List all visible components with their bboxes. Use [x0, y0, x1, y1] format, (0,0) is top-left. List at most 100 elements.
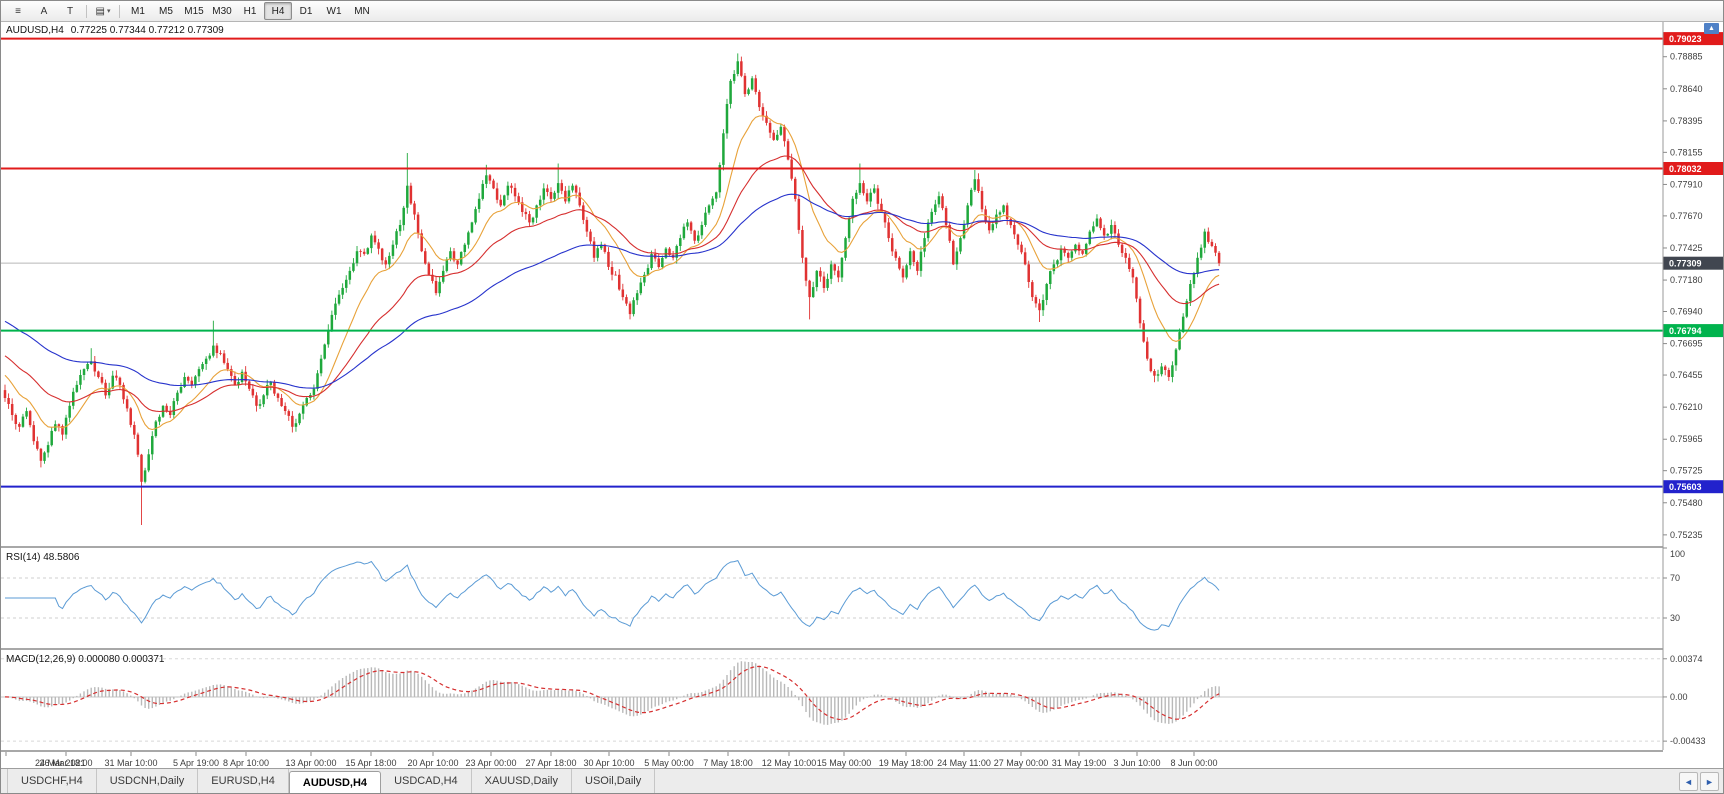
objects-dropdown-button[interactable]: ▤ ▾	[90, 2, 116, 20]
svg-text:3 Jun 10:00: 3 Jun 10:00	[1113, 758, 1160, 768]
chart-tab-eurusd[interactable]: EURUSD,H4	[198, 769, 289, 793]
chart-canvas[interactable]: 0.78885 0.78640 0.78395 0.78155 0.77910 0.776…	[1, 22, 1723, 768]
price-tag: 0.77309	[1663, 256, 1723, 270]
svg-text:0.78640: 0.78640	[1670, 84, 1703, 94]
svg-text:27 May 00:00: 27 May 00:00	[994, 758, 1049, 768]
svg-text:0.76210: 0.76210	[1670, 402, 1703, 412]
svg-text:0.78395: 0.78395	[1670, 116, 1703, 126]
svg-text:26 Mar 18:00: 26 Mar 18:00	[39, 758, 92, 768]
svg-text:20 Apr 10:00: 20 Apr 10:00	[407, 758, 458, 768]
svg-text:0.79023: 0.79023	[1669, 34, 1702, 44]
chevron-down-icon: ▾	[106, 8, 111, 15]
svg-text:0.77180: 0.77180	[1670, 275, 1703, 285]
svg-text:0.77425: 0.77425	[1670, 243, 1703, 253]
timeframe-button-d1[interactable]: D1	[299, 5, 313, 17]
svg-text:0.75965: 0.75965	[1670, 434, 1703, 444]
timeframe-button-m1[interactable]: M1	[131, 5, 145, 17]
svg-text:5 May 00:00: 5 May 00:00	[644, 758, 694, 768]
svg-text:13 Apr 00:00: 13 Apr 00:00	[285, 758, 336, 768]
svg-text:100: 100	[1670, 549, 1685, 559]
pane-separator[interactable]	[1, 546, 1723, 548]
svg-text:8 Jun 00:00: 8 Jun 00:00	[1170, 758, 1217, 768]
timeframe-button-w1[interactable]: W1	[326, 5, 342, 17]
toolbar-tools: ≡ A T ▤ ▾	[5, 2, 123, 20]
svg-text:31 Mar 10:00: 31 Mar 10:00	[104, 758, 157, 768]
chart-tab-usdcnh[interactable]: USDCNH,Daily	[97, 769, 199, 793]
tab-scroll-right-button[interactable]: ►	[1700, 772, 1719, 791]
type-tool-button[interactable]: T	[57, 2, 83, 20]
svg-text:0.77309: 0.77309	[1669, 259, 1702, 269]
type-icon: T	[66, 5, 74, 17]
price-axis[interactable]	[1663, 22, 1723, 768]
chart-window: 0.78885 0.78640 0.78395 0.78155 0.77910 0.776…	[1, 22, 1723, 768]
moving-average-line	[4, 155, 1220, 413]
svg-text:0.78032: 0.78032	[1669, 164, 1702, 174]
timeframe-button-h4[interactable]: H4	[264, 2, 292, 20]
tab-scroll-left-button[interactable]: ◄	[1679, 772, 1698, 791]
svg-text:0.75603: 0.75603	[1669, 482, 1702, 492]
price-tag: 0.78032	[1663, 162, 1723, 175]
svg-text:0.75725: 0.75725	[1670, 466, 1703, 476]
svg-text:30: 30	[1670, 613, 1680, 623]
price-tag: 0.76794	[1663, 324, 1723, 338]
timeframe-button-m15[interactable]: M15	[184, 5, 204, 17]
text-icon: A	[40, 5, 48, 17]
svg-text:24 May 11:00: 24 May 11:00	[937, 758, 991, 768]
svg-text:0.77910: 0.77910	[1670, 179, 1703, 189]
toolbar-separator	[119, 4, 120, 18]
svg-text:19 May 18:00: 19 May 18:00	[879, 758, 934, 768]
svg-text:0.76940: 0.76940	[1670, 307, 1703, 317]
moving-average-line	[4, 193, 1220, 389]
svg-text:24 Mar 2021: 24 Mar 2021	[35, 758, 86, 768]
svg-text:0.76455: 0.76455	[1670, 370, 1703, 380]
svg-text:0.00374: 0.00374	[1670, 654, 1703, 664]
price-axis-labels: 0.78885 0.78640 0.78395 0.78155 0.77910 0.776…	[1663, 52, 1703, 540]
price-tag: 0.79023	[1663, 32, 1723, 46]
price-tag: 0.75603	[1663, 480, 1723, 494]
chart-tab-xauusd[interactable]: XAUUSD,Daily	[472, 769, 572, 793]
pane-separator[interactable]	[1, 648, 1723, 650]
timeframe-button-m30[interactable]: M30	[212, 5, 232, 17]
svg-text:15 May 00:00: 15 May 00:00	[817, 758, 872, 768]
macd-signal-line	[4, 665, 1220, 721]
svg-text:-0.00433: -0.00433	[1670, 736, 1706, 746]
menu-icon: ≡	[15, 5, 21, 17]
rsi-line	[5, 560, 1220, 631]
svg-text:0.78885: 0.78885	[1670, 52, 1703, 62]
svg-text:8 Apr 10:00: 8 Apr 10:00	[223, 758, 269, 768]
svg-text:5 Apr 19:00: 5 Apr 19:00	[173, 758, 219, 768]
chart-tab-usdchf[interactable]: USDCHF,H4	[7, 769, 97, 793]
chart-tab-audusd[interactable]: AUDUSD,H4	[288, 771, 382, 793]
candles-layer	[3, 53, 1221, 525]
svg-text:0.78155: 0.78155	[1670, 147, 1703, 157]
objects-icon: ▤	[95, 5, 105, 17]
chart-tab-bar: USDCHF,H4 USDCNH,Daily EURUSD,H4 AUDUSD,H4 U…	[1, 768, 1723, 793]
timeframe-button-h1[interactable]: H1	[243, 5, 257, 17]
menu-button[interactable]: ≡	[5, 2, 31, 20]
svg-text:0.75235: 0.75235	[1670, 530, 1703, 540]
toolbar-separator	[86, 4, 87, 18]
svg-text:70: 70	[1670, 573, 1680, 583]
svg-text:23 Apr 00:00: 23 Apr 00:00	[465, 758, 516, 768]
svg-text:0.76695: 0.76695	[1670, 339, 1703, 349]
timeframe-buttons: M1 M5 M15 M30 H1 H4 D1 W1 MN	[124, 2, 376, 20]
svg-text:0.76794: 0.76794	[1669, 326, 1702, 336]
chart-tab-usoil[interactable]: USOil,Daily	[572, 769, 656, 793]
svg-text:7 May 18:00: 7 May 18:00	[703, 758, 753, 768]
annotate-text-button[interactable]: A	[31, 2, 57, 20]
timeframe-button-mn[interactable]: MN	[354, 5, 370, 17]
pane-separator[interactable]	[1, 750, 1723, 752]
svg-text:31 May 19:00: 31 May 19:00	[1052, 758, 1107, 768]
toolbar: ≡ A T ▤ ▾ M1 M5 M15 M30 H1 H4 D1 W1 MN	[1, 1, 1723, 22]
macd-histogram	[7, 661, 1220, 725]
svg-text:0.77670: 0.77670	[1670, 211, 1703, 221]
tab-strip: USDCHF,H4 USDCNH,Daily EURUSD,H4 AUDUSD,H4 U…	[7, 769, 656, 793]
timeframe-button-m5[interactable]: M5	[159, 5, 173, 17]
scroll-up-button[interactable]: ▲	[1704, 23, 1719, 34]
svg-text:15 Apr 18:00: 15 Apr 18:00	[345, 758, 396, 768]
chart-tab-usdcad[interactable]: USDCAD,H4	[381, 769, 472, 793]
svg-text:30 Apr 10:00: 30 Apr 10:00	[583, 758, 634, 768]
tab-scroll-controls: ◄ ►	[1679, 772, 1719, 791]
